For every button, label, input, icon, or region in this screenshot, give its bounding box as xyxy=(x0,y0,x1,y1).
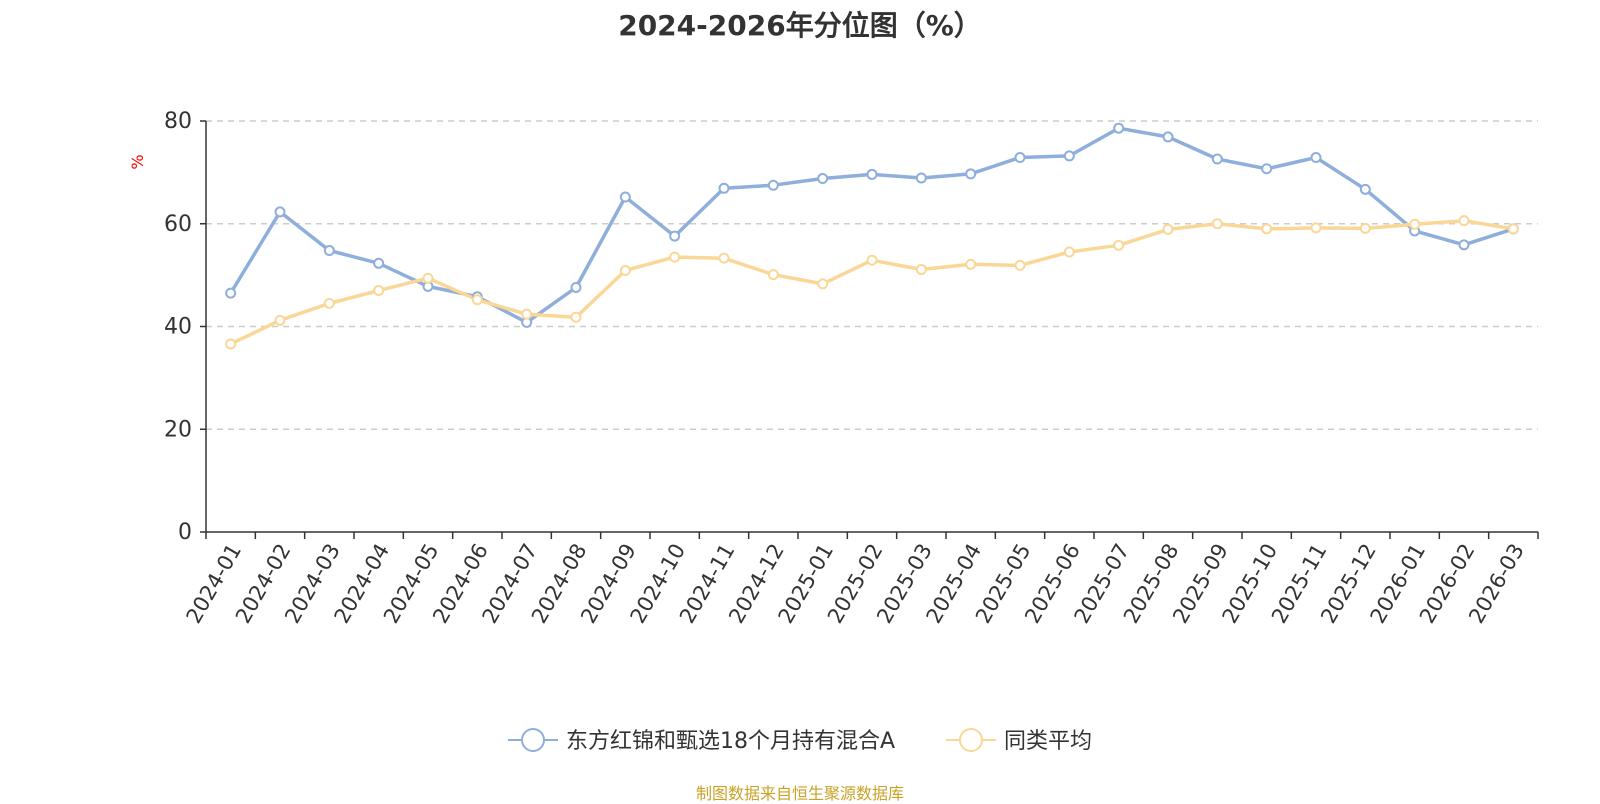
data-point[interactable] xyxy=(1507,223,1519,235)
data-point[interactable] xyxy=(1162,131,1174,143)
data-point[interactable] xyxy=(718,182,730,194)
data-point[interactable] xyxy=(1261,163,1273,175)
data-point[interactable] xyxy=(225,287,237,299)
y-tick-label: 80 xyxy=(164,109,192,134)
data-point[interactable] xyxy=(915,263,927,275)
data-point[interactable] xyxy=(965,168,977,180)
data-point[interactable] xyxy=(1310,151,1322,163)
data-point[interactable] xyxy=(1113,239,1125,251)
y-tick-label: 60 xyxy=(164,212,192,237)
grid-lines xyxy=(206,120,1538,430)
legend: 东方红锦和甄选18个月持有混合A 同类平均 xyxy=(508,728,1092,754)
data-point[interactable] xyxy=(1014,259,1026,271)
data-point[interactable] xyxy=(323,244,335,256)
data-point[interactable] xyxy=(1310,222,1322,234)
data-point[interactable] xyxy=(274,206,286,218)
data-point[interactable] xyxy=(1211,218,1223,230)
line-chart: 0 20 40 60 80 2024-012024-022024-032024-0420… xyxy=(128,109,1539,754)
y-axis-label: % xyxy=(128,154,147,169)
data-point[interactable] xyxy=(866,168,878,180)
data-point[interactable] xyxy=(1211,153,1223,165)
data-point[interactable] xyxy=(1359,222,1371,234)
legend-marker-0[interactable] xyxy=(521,728,545,752)
axes xyxy=(200,120,1539,539)
data-point[interactable] xyxy=(570,311,582,323)
y-tick-label: 40 xyxy=(164,315,192,340)
chart-title: 2024-2026年分位图（%） xyxy=(618,9,982,42)
data-point[interactable] xyxy=(570,281,582,293)
data-point[interactable] xyxy=(1261,223,1273,235)
data-point[interactable] xyxy=(1063,150,1075,162)
data-point[interactable] xyxy=(521,308,533,320)
data-point[interactable] xyxy=(1162,223,1174,235)
data-point[interactable] xyxy=(1458,239,1470,251)
data-point[interactable] xyxy=(471,294,483,306)
data-point[interactable] xyxy=(669,251,681,263)
y-tick-label: 0 xyxy=(178,520,192,545)
series-lines xyxy=(229,126,1514,346)
data-source-note: 制图数据来自恒生聚源数据库 xyxy=(695,784,904,803)
data-point[interactable] xyxy=(915,172,927,184)
data-point[interactable] xyxy=(669,230,681,242)
data-point[interactable] xyxy=(274,314,286,326)
data-point[interactable] xyxy=(767,179,779,191)
data-point[interactable] xyxy=(965,258,977,270)
data-point[interactable] xyxy=(422,272,434,284)
data-point[interactable] xyxy=(1063,246,1075,258)
data-point[interactable] xyxy=(373,257,385,269)
data-point[interactable] xyxy=(817,278,829,290)
legend-label-1[interactable]: 同类平均 xyxy=(1004,729,1092,754)
x-tick-labels: 2024-012024-022024-032024-042024-052024-… xyxy=(182,540,1529,628)
data-point[interactable] xyxy=(1113,122,1125,134)
y-tick-labels: 0 20 40 60 80 xyxy=(164,109,192,545)
data-point[interactable] xyxy=(866,254,878,266)
data-point[interactable] xyxy=(817,173,829,185)
data-point[interactable] xyxy=(1359,183,1371,195)
y-tick-label: 20 xyxy=(164,417,192,442)
series-points xyxy=(225,122,1519,350)
data-point[interactable] xyxy=(1458,215,1470,227)
data-point[interactable] xyxy=(619,265,631,277)
data-point[interactable] xyxy=(225,338,237,350)
data-point[interactable] xyxy=(1409,218,1421,230)
data-point[interactable] xyxy=(718,252,730,264)
data-point[interactable] xyxy=(1014,151,1026,163)
legend-label-0[interactable]: 东方红锦和甄选18个月持有混合A xyxy=(566,729,895,754)
data-point[interactable] xyxy=(619,191,631,203)
data-point[interactable] xyxy=(767,269,779,281)
legend-marker-1[interactable] xyxy=(959,728,983,752)
data-point[interactable] xyxy=(323,297,335,309)
data-point[interactable] xyxy=(373,285,385,297)
